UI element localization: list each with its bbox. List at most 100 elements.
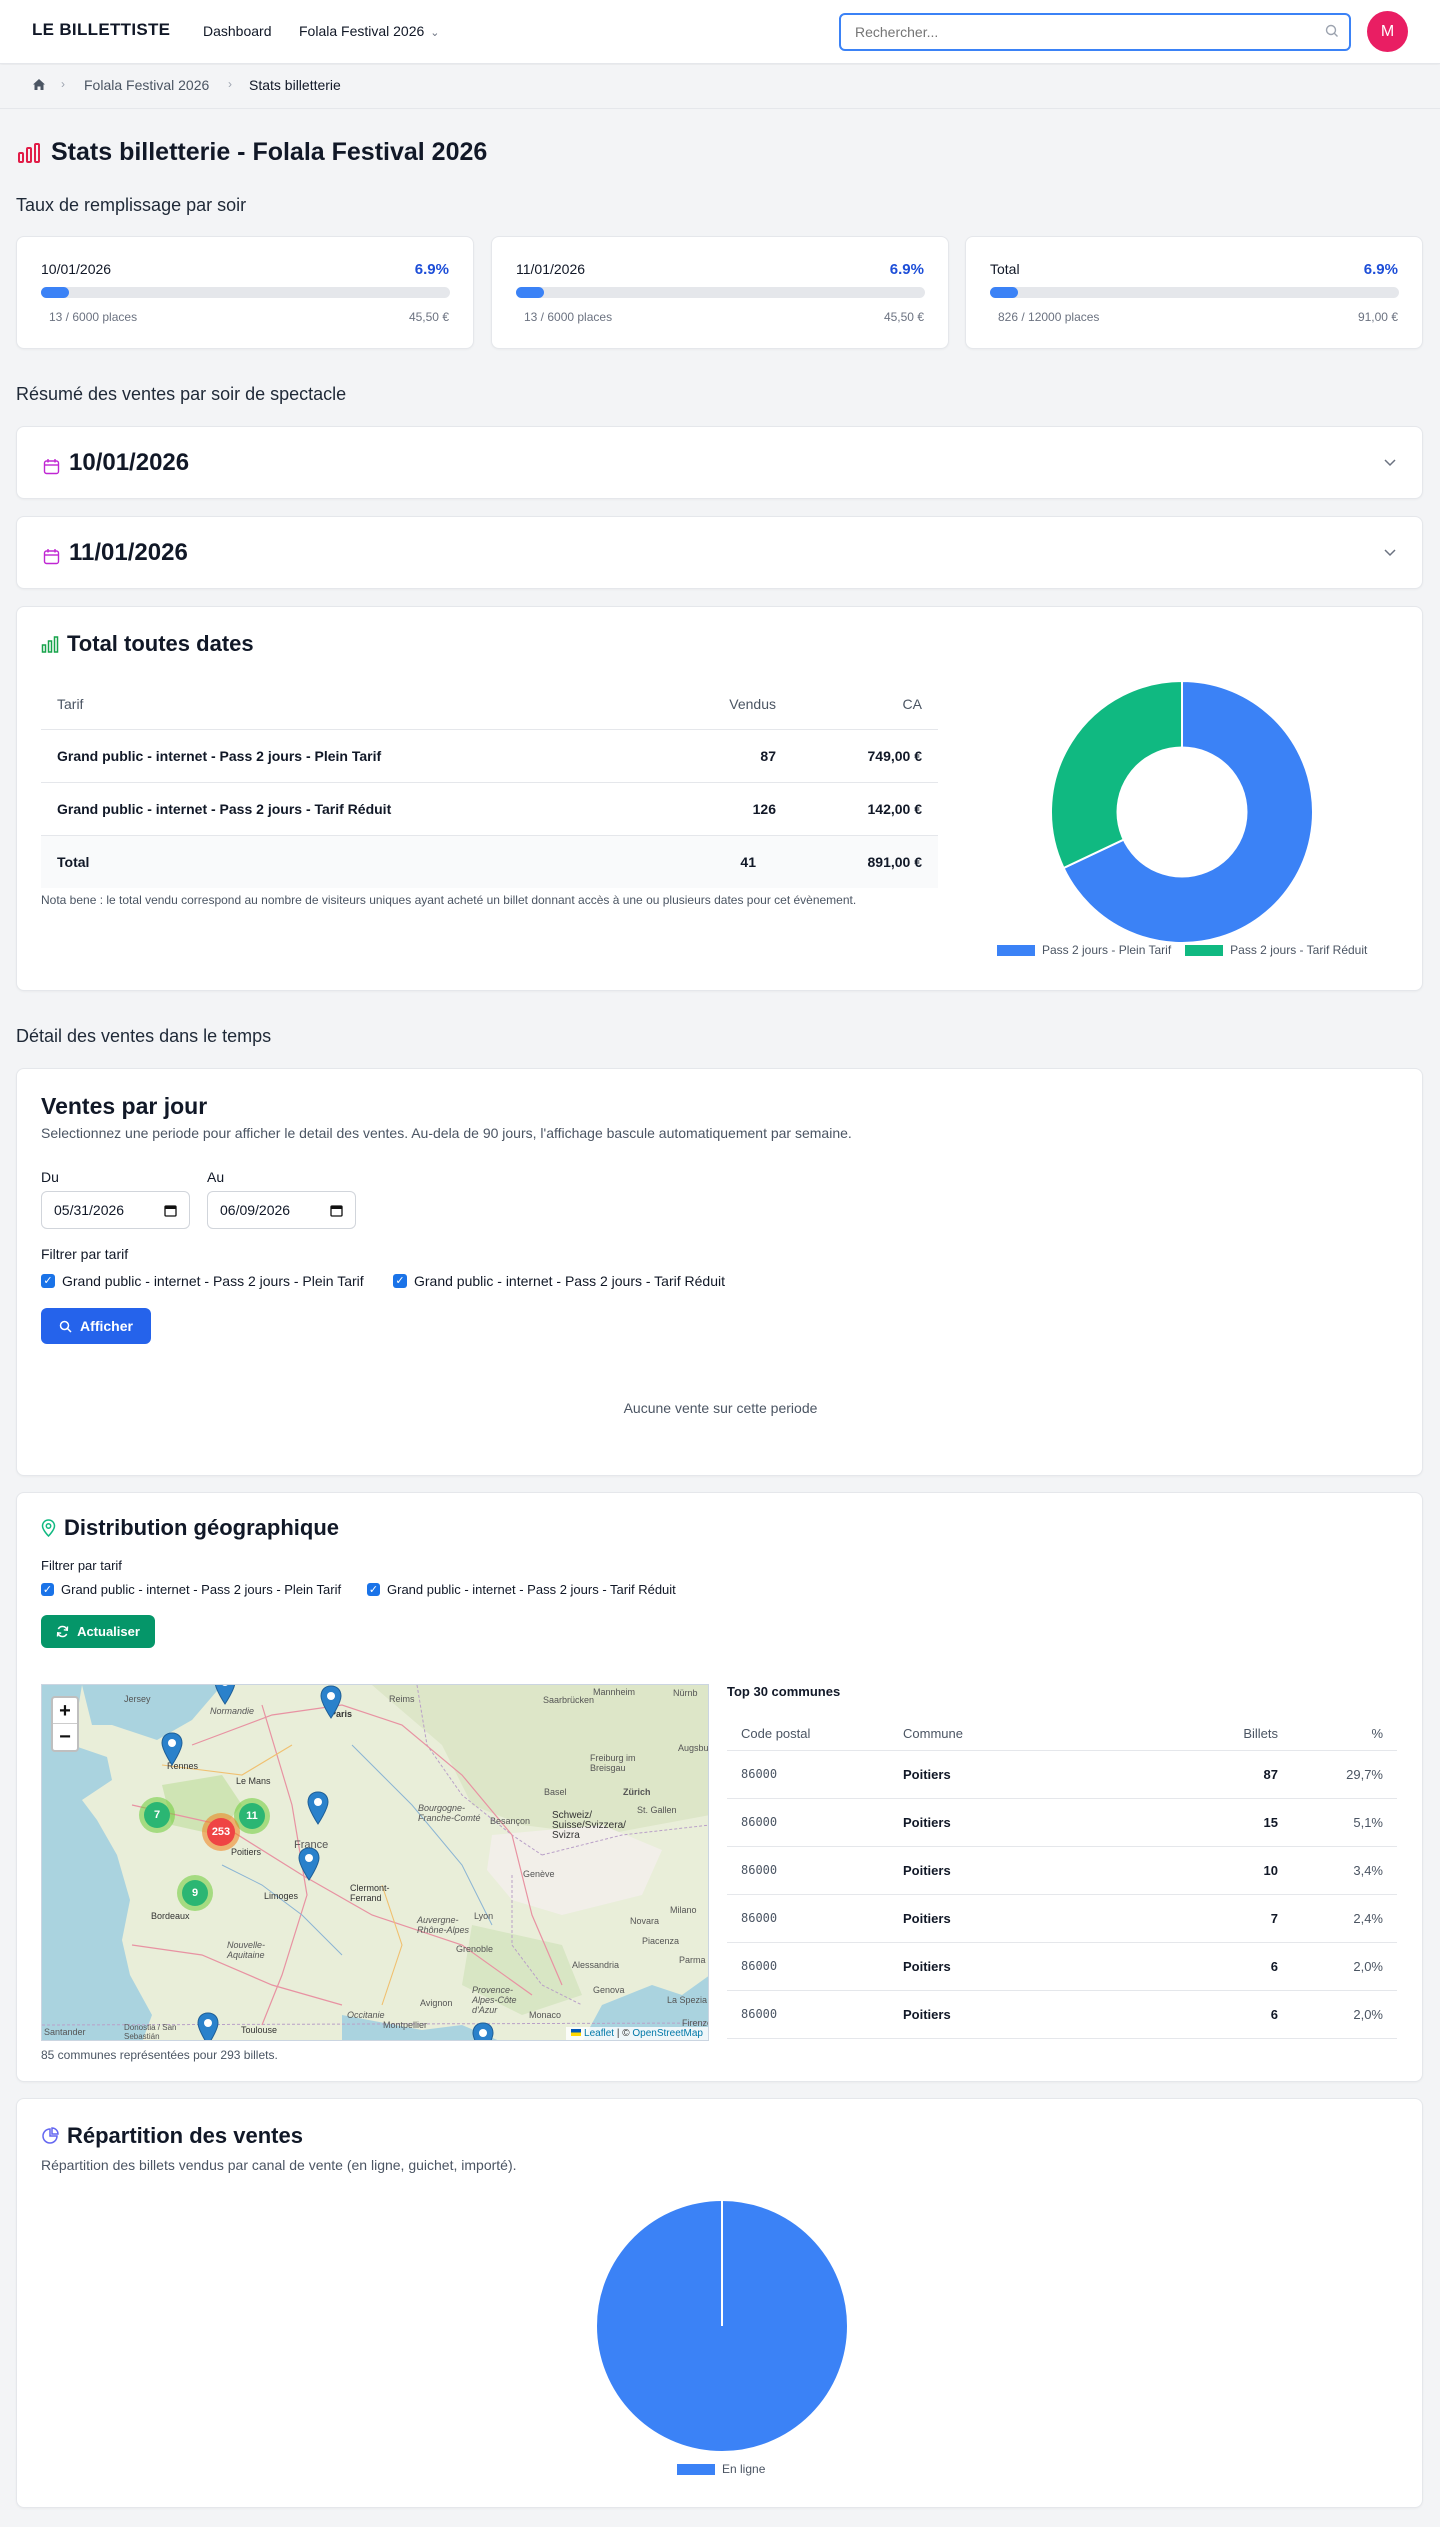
map-cluster[interactable]: 11 bbox=[234, 1798, 270, 1834]
fill-progress-bar bbox=[41, 287, 450, 298]
map-label: Grenoble bbox=[456, 1944, 494, 1954]
top-communes: Top 30 communes Code postal Commune Bill… bbox=[727, 1684, 1422, 2039]
map-cluster[interactable]: 9 bbox=[177, 1875, 213, 1911]
map-label: Donostia / San Sebastián bbox=[124, 2023, 177, 2041]
map-marker-icon[interactable] bbox=[197, 2012, 219, 2041]
from-date-input[interactable]: 05/31/2026 bbox=[41, 1191, 190, 1229]
checkbox-checked-icon[interactable]: ✓ bbox=[367, 1583, 380, 1596]
cell-total-label: Total bbox=[41, 835, 660, 888]
from-date-value: 05/31/2026 bbox=[54, 1202, 125, 1218]
checkbox-label: Grand public - internet - Pass 2 jours -… bbox=[387, 1582, 676, 1597]
home-icon[interactable] bbox=[32, 78, 46, 91]
nav-event-dropdown[interactable]: Folala Festival 2026 ⌄ bbox=[299, 23, 440, 39]
breadcrumb bbox=[0, 65, 1440, 109]
geo-filter-checkbox-tarif-reduit[interactable]: ✓ Grand public - internet - Pass 2 jours … bbox=[367, 1582, 676, 1597]
checkbox-checked-icon[interactable]: ✓ bbox=[41, 1583, 54, 1596]
map-label: Piacenza bbox=[642, 1936, 680, 1946]
column-header-vendus: Vendus bbox=[659, 679, 792, 730]
chevron-down-icon[interactable] bbox=[1384, 459, 1396, 467]
fill-progress-bar bbox=[516, 287, 925, 298]
total-card: Total toutes dates Tarif Vendus CA Grand… bbox=[16, 606, 1423, 991]
map-marker-icon[interactable] bbox=[161, 1732, 183, 1766]
map-label: Paris bbox=[330, 1709, 353, 1719]
map-label: Bordeaux bbox=[151, 1911, 190, 1921]
actualiser-button[interactable]: Actualiser bbox=[41, 1615, 155, 1648]
map-label: Reims bbox=[389, 1694, 415, 1704]
legend-swatch bbox=[1185, 945, 1224, 957]
cell-commune: Poitiers bbox=[889, 1846, 1125, 1895]
checkbox-checked-icon[interactable]: ✓ bbox=[393, 1274, 407, 1288]
breadcrumb-current: Stats billetterie bbox=[249, 77, 341, 93]
map-label: Zürich bbox=[623, 1787, 651, 1797]
fill-card-ca: 45,50 € bbox=[408, 310, 449, 324]
accordion-date-1[interactable]: 10/01/2026 bbox=[16, 426, 1423, 499]
communes-table: Code postal Commune Billets % 86000 Poiti… bbox=[727, 1717, 1397, 2039]
cell-billets: 10 bbox=[1124, 1846, 1292, 1895]
table-row: Grand public - internet - Pass 2 jours -… bbox=[41, 729, 938, 783]
geo-card-title: Distribution géographique bbox=[41, 1515, 339, 1541]
legend-item[interactable]: Pass 2 jours - Plein Tarif bbox=[997, 943, 1171, 957]
filter-label: Filtrer par tarif bbox=[41, 1246, 129, 1262]
map-marker-icon[interactable] bbox=[214, 1684, 236, 1705]
map-label: Montpellier bbox=[383, 2020, 428, 2030]
checkbox-checked-icon[interactable]: ✓ bbox=[41, 1274, 55, 1288]
afficher-button-label: Afficher bbox=[80, 1318, 133, 1334]
avatar[interactable]: M bbox=[1367, 11, 1408, 52]
map-marker-icon[interactable] bbox=[320, 1685, 342, 1719]
geo-map[interactable]: Jersey Normandie Paris Reims Saarbrücken… bbox=[41, 1684, 709, 2041]
cell-cp: 86000 bbox=[727, 1894, 889, 1943]
map-label: Alessandria bbox=[572, 1960, 620, 1970]
table-header-row: Code postal Commune Billets % bbox=[727, 1717, 1397, 1751]
column-header-cp: Code postal bbox=[727, 1717, 889, 1751]
chevron-down-icon[interactable] bbox=[1384, 549, 1396, 557]
search-input[interactable] bbox=[841, 15, 1311, 49]
filter-checkbox-tarif-reduit[interactable]: ✓ Grand public - internet - Pass 2 jours … bbox=[393, 1273, 725, 1289]
to-label: Au bbox=[207, 1169, 225, 1185]
legend-item[interactable]: Pass 2 jours - Tarif Réduit bbox=[1185, 943, 1367, 957]
fill-card-percent: 6.9% bbox=[414, 261, 449, 278]
cluster-count: 7 bbox=[144, 1802, 170, 1828]
page-title-text: Stats billetterie - Folala Festival 2026 bbox=[51, 138, 488, 166]
map-cluster[interactable]: 253 bbox=[202, 1813, 240, 1851]
calendar-icon bbox=[43, 549, 60, 565]
calendar-icon[interactable] bbox=[164, 1204, 177, 1217]
filter-checkbox-plein-tarif[interactable]: ✓ Grand public - internet - Pass 2 jours … bbox=[41, 1273, 364, 1289]
cell-vendus: 87 bbox=[659, 729, 792, 783]
search-icon[interactable] bbox=[1325, 24, 1339, 38]
map-label: Milano bbox=[670, 1905, 697, 1915]
to-date-input[interactable]: 06/09/2026 bbox=[207, 1191, 356, 1229]
osm-link[interactable]: OpenStreetMap bbox=[632, 2028, 703, 2039]
fill-card-date: 10/01/2026 bbox=[41, 261, 112, 277]
top-communes-title: Top 30 communes bbox=[727, 1684, 841, 1699]
calendar-icon[interactable] bbox=[330, 1204, 343, 1217]
breadcrumb-event[interactable]: Folala Festival 2026 bbox=[84, 77, 210, 93]
leaflet-link[interactable]: Leaflet bbox=[584, 2028, 615, 2039]
map-marker-icon[interactable] bbox=[307, 1791, 329, 1825]
fill-card-ca: 91,00 € bbox=[1357, 310, 1398, 324]
table-header-row: Tarif Vendus CA bbox=[41, 679, 938, 730]
calendar-icon bbox=[43, 459, 60, 475]
column-header-billets: Billets bbox=[1124, 1717, 1292, 1751]
total-note: Nota bene : le total vendu correspond au… bbox=[41, 893, 857, 907]
map-label: La Spezia bbox=[667, 1995, 708, 2005]
map-label: Poitiers bbox=[231, 1847, 262, 1857]
afficher-button[interactable]: Afficher bbox=[41, 1308, 151, 1344]
zoom-in-button[interactable]: + bbox=[53, 1698, 77, 1724]
cluster-count: 9 bbox=[182, 1880, 208, 1906]
accordion-date-2[interactable]: 11/01/2026 bbox=[16, 516, 1423, 589]
table-row: 86000 Poitiers 6 2,0% bbox=[727, 1942, 1397, 1991]
cell-pct: 2,0% bbox=[1292, 1990, 1397, 2039]
map-marker-icon[interactable] bbox=[472, 2022, 494, 2041]
geo-filter-checkbox-plein-tarif[interactable]: ✓ Grand public - internet - Pass 2 jours … bbox=[41, 1582, 341, 1597]
map-label: Provence-Alpes-Côte d'Azur bbox=[472, 1985, 517, 2015]
map-marker-icon[interactable] bbox=[298, 1847, 320, 1881]
map-label: Genova bbox=[593, 1985, 625, 1995]
nav-dashboard[interactable]: Dashboard bbox=[203, 23, 272, 39]
legend-item[interactable]: En ligne bbox=[677, 2462, 765, 2476]
search-icon bbox=[59, 1320, 72, 1333]
zoom-out-button[interactable]: − bbox=[59, 1726, 71, 1748]
cell-billets: 87 bbox=[1124, 1750, 1292, 1799]
brand-logo[interactable]: LE BILLETTISTE bbox=[32, 20, 171, 39]
map-cluster[interactable]: 7 bbox=[139, 1797, 175, 1833]
map-label: Basel bbox=[544, 1787, 567, 1797]
